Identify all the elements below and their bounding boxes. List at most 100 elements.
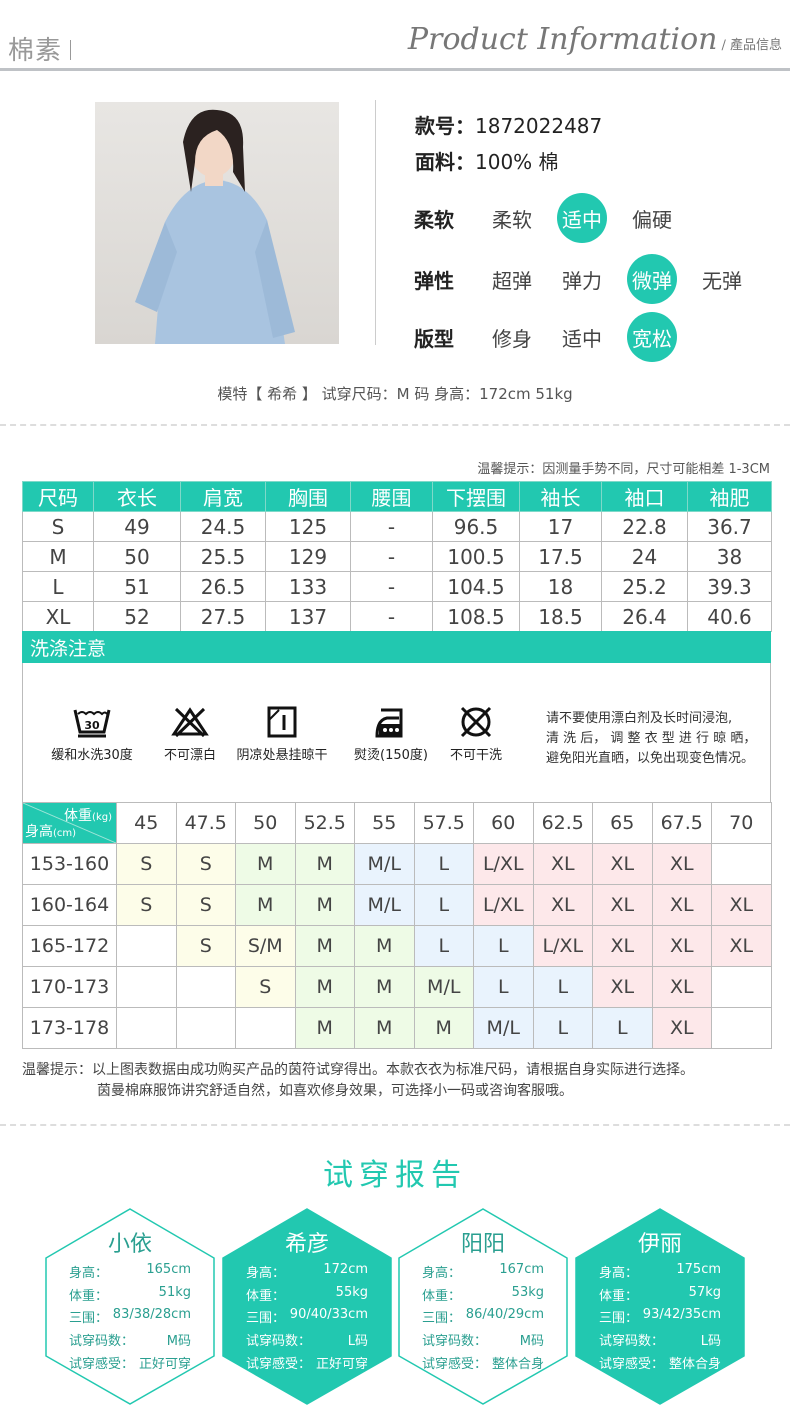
stat-row: 体重： 55kg [246,1285,368,1308]
weight-header: 70 [711,802,772,844]
table-cell: 49 [93,511,181,542]
stat-row: 三围： 83/38/28cm [69,1307,191,1330]
wash-30-icon: 30 [73,709,111,738]
tester-card: 希彦 身高： 172cm 体重： 55kg 三围： 90/40/33cm 试穿码数： L码 试穿感… [222,1208,392,1405]
table-cell: 24 [601,541,688,572]
size-cell: M/L [413,966,474,1008]
attribute-option: 无弹 [702,268,742,293]
size-cell: L [532,1007,593,1049]
tester-card: 阳阳 身高： 167cm 体重： 53kg 三围： 86/40/29cm 试穿码数： M码 试穿感… [398,1208,568,1405]
no-dry-clean-icon [460,706,492,738]
attribute-option: 弹力 [562,268,602,293]
attribute-option: 偏硬 [632,207,672,232]
weight-header: 62.5 [532,802,593,844]
stat-value: 整体合身 [668,1356,721,1372]
table-cell: XL [22,601,94,632]
tester-card: 小依 身高： 165cm 体重： 51kg 三围： 83/38/28cm 试穿码数： M码 试穿感… [45,1208,215,1405]
stat-row: 身高： 175cm [599,1262,721,1285]
size-cell: M/L [354,884,415,926]
table-row: S 49 24.5 125-96.5 17 22.8 36.7 [22,511,772,542]
wash-item: 30 缓和水洗30度 [46,706,138,763]
table-cell: 39.3 [687,571,772,602]
column-header: 袖长 [519,481,602,512]
size-cell: S [175,884,236,926]
size-cell [175,966,236,1008]
table-cell: 40.6 [687,601,772,632]
size-cell: M [294,843,355,885]
column-header: 胸围 [265,481,351,512]
stat-label: 体重： [599,1288,639,1304]
table-row: M 50 25.5 129-100.5 17.5 24 38 [22,541,772,572]
stat-row: 体重： 57kg [599,1285,721,1308]
model-info: 模特【 希希 】 试穿尺码：M 码 身高：172cm 51kg [217,385,573,403]
size-cell: XL [532,843,593,885]
stat-label: 体重： [69,1288,109,1304]
stat-row: 试穿感受： 正好可穿 [69,1353,191,1376]
svg-text:30: 30 [84,719,100,732]
table-cell: 27.5 [180,601,266,632]
table-cell: 26.5 [180,571,266,602]
stat-value: 165cm [146,1262,191,1277]
dashed-divider [0,1124,790,1126]
style-number: 款号：1872022487 [415,114,603,138]
table-corner-header: 体重(kg) 身高(cm) [22,802,117,844]
attribute-label: 柔软 [414,208,454,232]
size-cell: XL [592,966,653,1008]
table-cell: L [22,571,94,602]
height-cell: 173-178 [22,1007,117,1049]
size-cell: L [413,884,474,926]
table-cell: 50 [93,541,181,572]
size-cell: M [294,1007,355,1049]
size-cell: XL [651,925,712,967]
stat-row: 身高： 172cm [246,1262,368,1285]
size-cell: XL [651,843,712,885]
size-cell: M [235,843,296,885]
size-cell: M [354,925,415,967]
size-cell: L [592,1007,653,1049]
table-cell: 25.5 [180,541,266,572]
size-cell: XL [711,925,772,967]
wash-care-title: 洗涤注意 [22,631,771,663]
stat-row: 试穿码数： M码 [422,1330,544,1353]
attribute-option: 适中 [557,193,607,243]
table-cell: 137 [265,601,351,632]
stat-value: 51kg [158,1284,191,1300]
size-cell: L/XL [532,925,593,967]
tester-name: 阳阳 [460,1232,505,1257]
stat-value: 90/40/33cm [289,1307,368,1323]
table-cell: 129 [265,541,351,572]
size-cell: L [413,925,474,967]
table-row: 165-172 S S/M M M L L L/XL XL XL XL [22,925,772,967]
divider [70,40,71,60]
height-cell: 160-164 [22,884,117,926]
table-cell: 36.7 [687,511,772,542]
report-title: 试穿报告 [323,1158,467,1193]
attribute-option: 柔软 [492,207,532,232]
size-cell: M/L [473,1007,534,1049]
size-cell: L/XL [473,884,534,926]
attribute-label: 弹性 [414,269,454,293]
stat-value: 整体合身 [491,1356,544,1372]
wash-item-label: 不可漂白 [163,748,216,763]
size-cell: L [473,925,534,967]
column-header: 腰围 [350,481,433,512]
stat-label: 试穿感受： [599,1356,665,1372]
stat-label: 体重： [422,1288,462,1304]
size-cell: L [473,966,534,1008]
table-cell: - [350,511,433,542]
divider [375,100,376,345]
table-cell: 104.5 [432,571,520,602]
model-photo [95,102,339,344]
table-cell: - [350,541,433,572]
stat-row: 三围： 86/40/29cm [422,1307,544,1330]
table-cell: 52 [93,601,181,632]
stat-label: 试穿码数： [599,1334,665,1350]
size-cell: XL [651,884,712,926]
height-cell: 153-160 [22,843,117,885]
height-cell: 165-172 [22,925,117,967]
stat-value: 175cm [676,1262,721,1277]
stat-value: 57kg [688,1284,721,1300]
table-cell: 96.5 [432,511,520,542]
table-cell: 18.5 [519,601,602,632]
stat-value: L码 [700,1334,721,1350]
